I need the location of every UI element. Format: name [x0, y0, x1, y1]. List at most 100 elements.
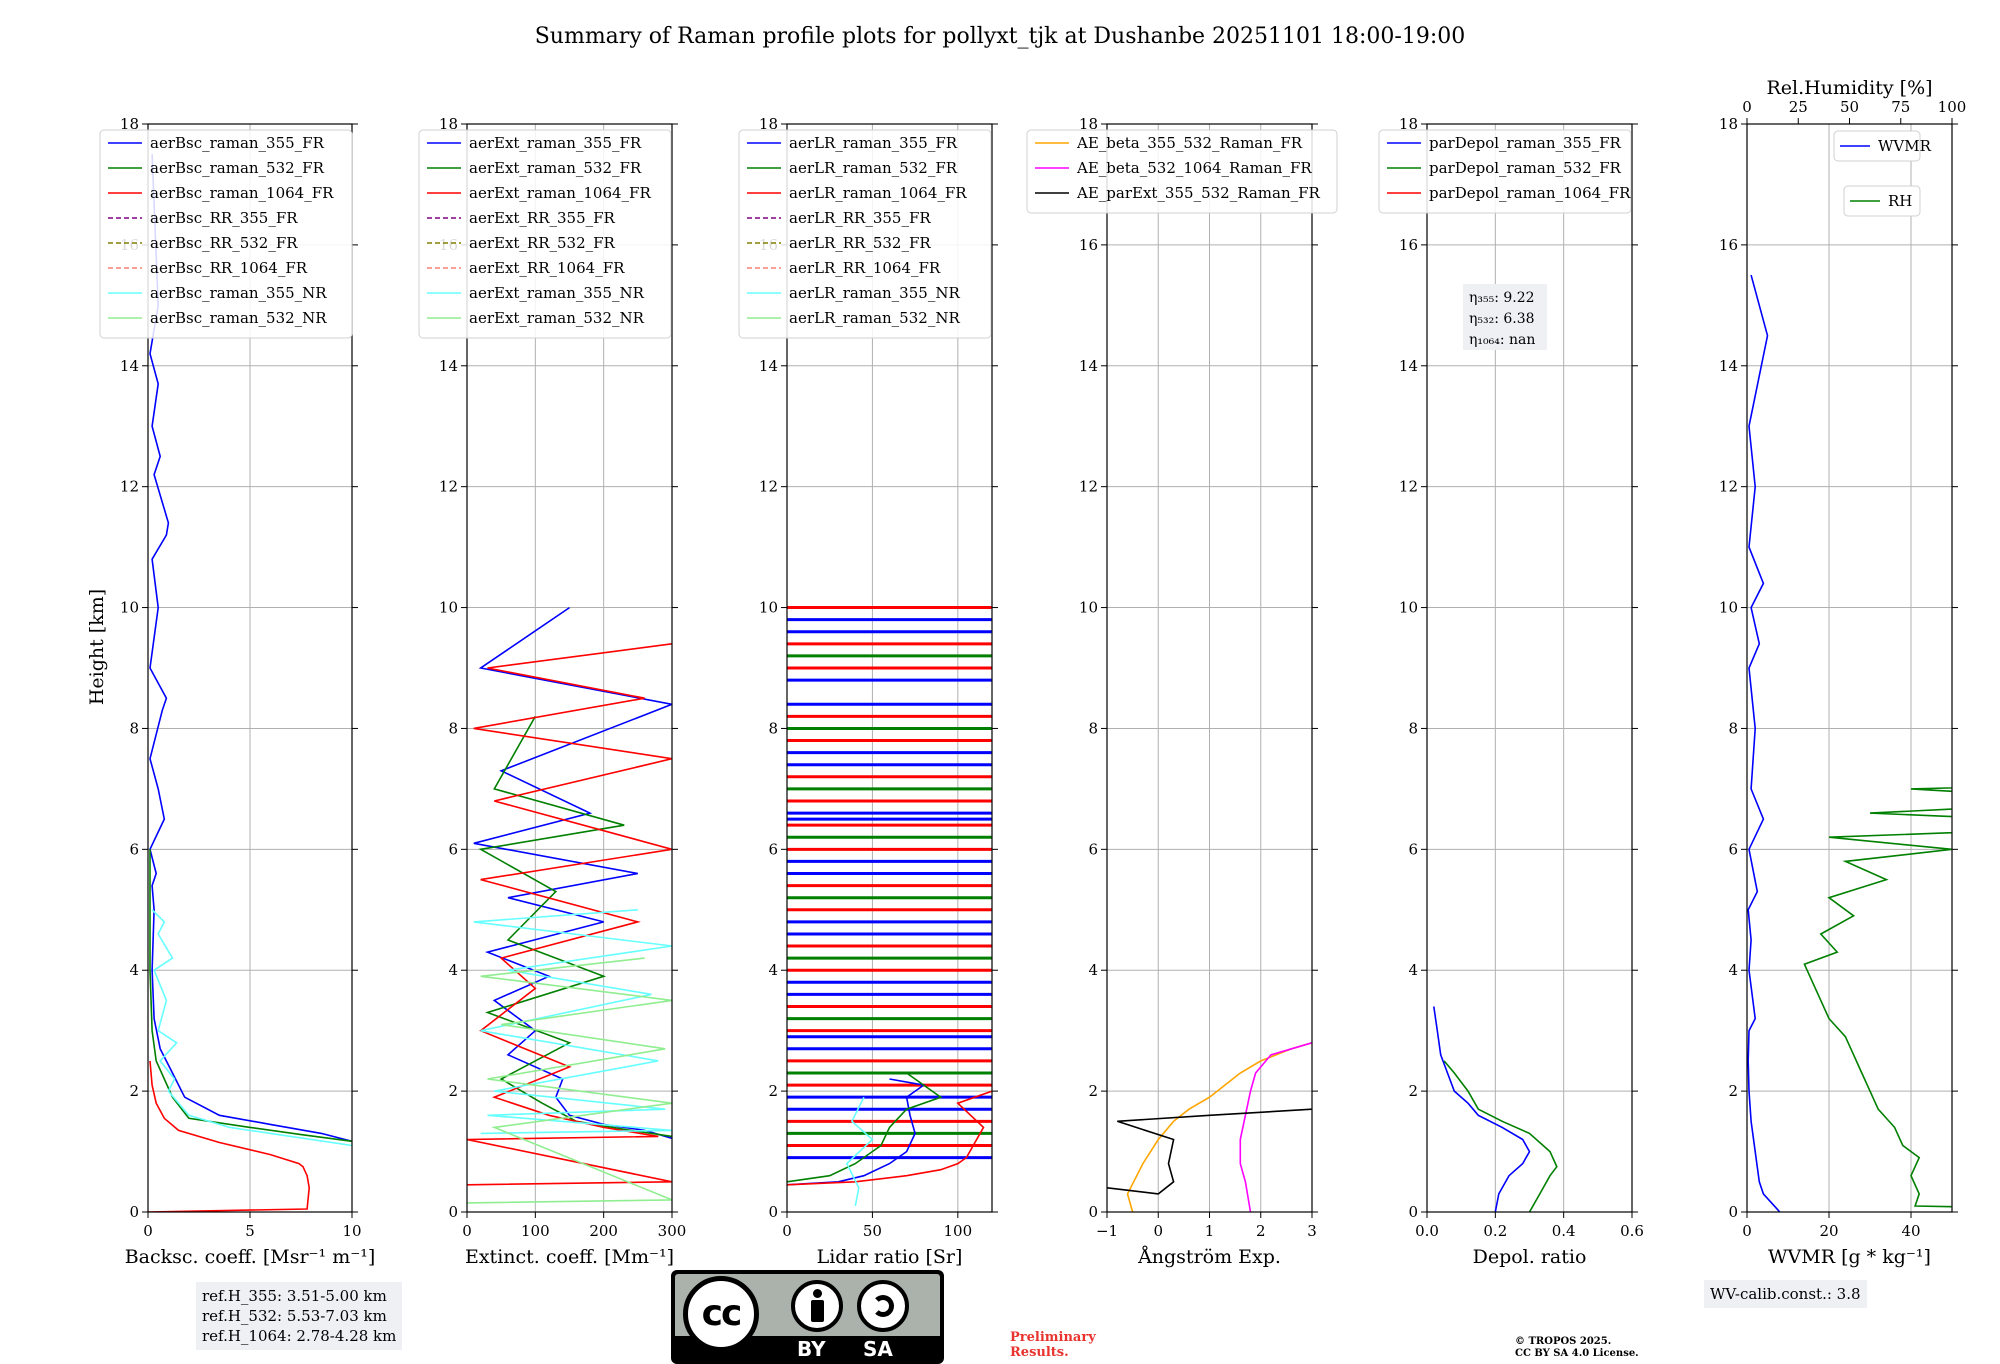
legend-label: WVMR	[1878, 137, 1932, 155]
legend-depol: parDepol_raman_355_FR parDepol_raman_532_…	[1378, 129, 1632, 214]
legend-label: parDepol_raman_1064_FR	[1429, 184, 1631, 202]
depol-annotation: η₁₀₆₄: nan	[1469, 332, 1535, 348]
series-line-angstrom-2	[1107, 1108, 1312, 1195]
y-tick-label: 4	[129, 961, 139, 979]
plot-area-backscatter	[148, 154, 352, 1212]
series-line-backscatter-0	[149, 154, 352, 1143]
y-tick-label: 6	[768, 840, 778, 858]
y-tick-label: 16	[1079, 236, 1098, 254]
y-tick-label: 4	[1728, 961, 1738, 979]
y-tick-label: 2	[1088, 1082, 1098, 1100]
y-tick-label: 2	[1408, 1082, 1418, 1100]
y-tick-label: 12	[1079, 478, 1098, 496]
legend-label: aerLR_raman_532_NR	[789, 309, 960, 327]
y-tick-label: 18	[1719, 115, 1738, 133]
legend-box	[738, 129, 992, 339]
x-axis-title: Ångström Exp.	[1137, 1246, 1281, 1268]
legend-box	[1026, 129, 1338, 214]
legend-wvmr: WVMR RH	[1833, 130, 1932, 217]
share-alike-icon	[857, 1280, 909, 1332]
x-tick-label: 0	[1742, 1222, 1752, 1240]
preliminary-results-note: Preliminary Results.	[1010, 1330, 1130, 1360]
top-x-tick-label: 100	[1938, 98, 1967, 116]
cc-license-badge: cc BY SA	[671, 1270, 944, 1364]
y-tick-label: 0	[1728, 1203, 1738, 1221]
y-tick-label: 18	[120, 115, 139, 133]
y-tick-label: 8	[1728, 719, 1738, 737]
reference-heights-box: ref.H_355: 3.51-5.00 km ref.H_532: 5.53-…	[196, 1282, 403, 1350]
y-tick-label: 2	[129, 1082, 139, 1100]
x-tick-label: 10	[342, 1222, 361, 1240]
legend-box	[418, 129, 672, 339]
series-line-extinction-3	[473, 909, 672, 1135]
plot-area-angstrom	[1107, 1042, 1312, 1212]
legend-label: aerExt_RR_532_FR	[469, 234, 616, 252]
legend-label: aerLR_raman_1064_FR	[789, 184, 967, 202]
y-tick-label: 12	[120, 478, 139, 496]
y-tick-label: 4	[1408, 961, 1418, 979]
cc-by-label: BY	[797, 1337, 826, 1361]
y-tick-label: 12	[1399, 478, 1418, 496]
series-line-lidar_ratio-3	[845, 1096, 874, 1207]
y-tick-label: 18	[1079, 115, 1098, 133]
wv-calibration-text: WV-calib.const.: 3.8	[1710, 1285, 1861, 1303]
ref-height-1064: ref.H_1064: 2.78-4.28 km	[202, 1327, 397, 1345]
series-line-extinction-4	[467, 957, 672, 1204]
axes-frame	[786, 123, 993, 1213]
depol-annotation: η₅₃₂: 6.38	[1469, 311, 1535, 327]
y-tick-label: 4	[768, 961, 778, 979]
legend-label: aerBsc_raman_532_NR	[150, 309, 327, 327]
depol-annotation-box	[1463, 284, 1547, 350]
y-tick-label: 0	[448, 1203, 458, 1221]
legend-box	[1378, 129, 1632, 214]
series-line-extinction-2	[467, 643, 672, 1186]
x-tick-label: 0	[462, 1222, 472, 1240]
legend-angstrom: AE_beta_355_532_Raman_FR AE_beta_532_1064…	[1026, 129, 1338, 214]
x-axis-title: Extinct. coeff. [Mm⁻¹]	[465, 1246, 674, 1268]
x-tick-label: 100	[944, 1222, 973, 1240]
legend-label: aerBsc_raman_355_FR	[150, 134, 325, 152]
top-x-axis-title: Rel.Humidity [%]	[1766, 77, 1932, 99]
panel-depol: 0 2 4 6 8 10 12 14 16 18 0.0 0.2 0.4 0.6 Depol. ratio p…	[1378, 115, 1644, 1268]
x-tick-label: 20	[1819, 1222, 1838, 1240]
top-x-tick-label: 75	[1891, 98, 1910, 116]
legend-box	[1843, 185, 1921, 217]
x-tick-label: 0	[782, 1222, 792, 1240]
x-axis-title: WVMR [g * kg⁻¹]	[1768, 1246, 1931, 1268]
legend-label: aerExt_raman_355_FR	[469, 134, 642, 152]
legend-label: aerLR_RR_1064_FR	[789, 259, 941, 277]
series-line-backscatter-2	[148, 1060, 311, 1212]
y-tick-label: 14	[1719, 357, 1738, 375]
top-x-tick-label: 50	[1840, 98, 1859, 116]
legend-label: aerExt_raman_1064_FR	[469, 184, 651, 202]
legend-lidar_ratio: aerLR_raman_355_FR aerLR_raman_532_FR aerL…	[738, 129, 992, 339]
x-axis-title: Lidar ratio [Sr]	[817, 1246, 963, 1268]
panel-backscatter: 0246810121416180510Backsc. coeff. [Msr⁻¹…	[99, 115, 376, 1268]
ref-height-355: ref.H_355: 3.51-5.00 km	[202, 1287, 387, 1305]
legend-label: parDepol_raman_355_FR	[1429, 134, 1622, 152]
y-tick-label: 6	[129, 840, 139, 858]
depol-annotation: η₃₅₅: 9.22	[1469, 290, 1535, 306]
legend-label: aerLR_raman_355_NR	[789, 284, 960, 302]
plot-area-lidar_ratio	[787, 606, 992, 1207]
series-line-lidar_ratio-0	[787, 1078, 926, 1186]
x-axis-title: Backsc. coeff. [Msr⁻¹ m⁻¹]	[125, 1246, 376, 1268]
x-tick-label: 3	[1307, 1222, 1317, 1240]
wv-calibration-box: WV-calib.const.: 3.8	[1704, 1280, 1867, 1308]
y-tick-label: 16	[1719, 236, 1738, 254]
legend-label: AE_beta_532_1064_Raman_FR	[1076, 159, 1312, 177]
x-tick-label: 0.6	[1620, 1222, 1644, 1240]
legend-label: aerBsc_RR_532_FR	[150, 234, 298, 252]
chart-panels: 0246810121416180510Backsc. coeff. [Msr⁻¹…	[99, 77, 1967, 1268]
series-line-angstrom-0	[1126, 1042, 1312, 1212]
legend-label: aerLR_raman_532_FR	[789, 159, 958, 177]
x-tick-label: 50	[863, 1222, 882, 1240]
y-tick-label: 4	[1088, 961, 1098, 979]
y-tick-label: 2	[1728, 1082, 1738, 1100]
axes-frame	[466, 123, 673, 1213]
y-tick-label: 8	[1088, 719, 1098, 737]
y-tick-label: 18	[1399, 115, 1418, 133]
cc-sa-label: SA	[863, 1337, 893, 1361]
plot-area-wvmr	[1747, 274, 1952, 1212]
